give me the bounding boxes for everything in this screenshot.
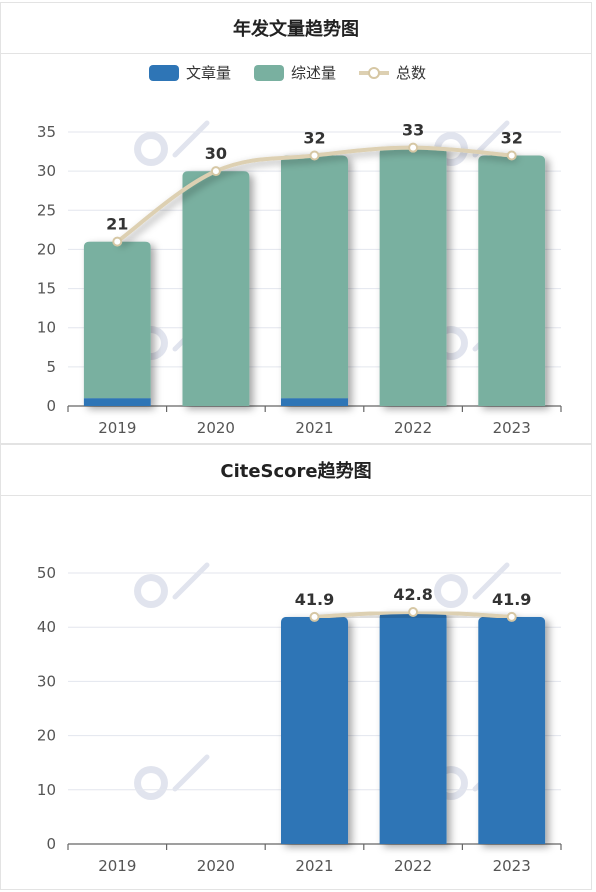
bar-stack [280,155,349,406]
y-tick-label: 20 [37,240,56,258]
y-tick-label: 10 [37,781,56,799]
x-tick-label: 2023 [493,419,531,437]
bar-segment [182,171,250,406]
chart-panel-citescore: CiteScore趋势图 0 10 20 30 40 50 2019 2020 2021 2022… [0,444,592,890]
legend-label: 综述量 [291,64,336,82]
bar-stack [478,155,546,406]
bar-segment [280,155,349,399]
watermark-logo-icon [434,562,510,608]
data-label: 41.9 [492,590,531,609]
bar-stack [379,612,447,844]
chart-citescore: 0 10 20 30 40 50 2019 2020 2021 2022 2023 41.9 42.8 4… [37,562,562,875]
y-tick-label: 0 [46,397,56,415]
legend-item[interactable]: 综述量 [254,64,336,82]
bar-segment [83,241,151,399]
legend-item[interactable]: 文章量 [149,64,231,82]
watermark-logo-icon [134,754,210,800]
trend-point [309,150,320,161]
y-tick-label: 35 [37,123,56,141]
trend-point [408,607,419,618]
x-tick-label: 2019 [98,419,136,437]
bar-stack [83,241,151,406]
x-tick-label: 2023 [493,857,531,875]
x-tick-label: 2022 [394,857,432,875]
bar-segment [280,616,349,844]
y-tick-label: 40 [37,618,56,636]
data-label: 32 [501,128,523,147]
legend-label: 总数 [396,64,426,82]
trend-point [309,611,320,622]
bar-segment [478,155,546,406]
bar-stack [478,616,546,844]
chart-title-citescore: CiteScore趋势图 [1,445,591,496]
y-tick-label: 0 [46,835,56,853]
y-tick-label: 20 [37,727,56,745]
data-label: 42.8 [393,585,432,604]
data-label: 30 [205,144,227,163]
data-label: 32 [303,128,325,147]
chart-articles: 0 5 10 15 20 25 30 35 2019 2020 2021 2022 2023 21 30 32… [37,64,562,437]
y-tick-label: 25 [37,201,56,219]
x-tick-label: 2019 [98,857,136,875]
bar-segment [280,398,349,406]
data-label: 21 [106,215,128,234]
x-tick-label: 2021 [295,419,333,437]
x-tick-label: 2020 [197,419,235,437]
data-label: 41.9 [295,590,334,609]
y-tick-label: 30 [37,162,56,180]
trend-point [112,236,123,247]
legend-label: 文章量 [186,64,231,82]
trend-point [506,150,517,161]
y-tick-label: 5 [46,358,56,376]
data-label: 33 [402,121,424,140]
x-tick-label: 2022 [394,419,432,437]
x-tick-label: 2021 [295,857,333,875]
bar-stack [280,616,349,844]
bar-stack [379,147,447,406]
bar-segment [83,398,151,406]
x-tick-label: 2020 [197,857,235,875]
bar-segment [379,147,447,406]
y-tick-label: 50 [37,564,56,582]
legend-swatch [254,65,284,81]
legend-point-swatch [368,67,380,79]
watermark-logo-icon [134,562,210,608]
y-tick-label: 10 [37,319,56,337]
bar-stack [182,171,250,406]
chart-panel-articles: 年发文量趋势图 0 5 10 15 20 25 30 35 2019 2020 2021 2022 20… [0,2,592,444]
bar-segment [379,612,447,844]
bar-segment [478,616,546,844]
trend-point [210,166,221,177]
y-tick-label: 15 [37,280,56,298]
trend-point [506,611,517,622]
chart-title-articles: 年发文量趋势图 [1,3,591,54]
trend-point [408,142,419,153]
watermark-logo-icon [134,120,210,166]
legend-item[interactable]: 总数 [359,64,426,82]
y-tick-label: 30 [37,672,56,690]
legend-swatch [149,65,179,81]
